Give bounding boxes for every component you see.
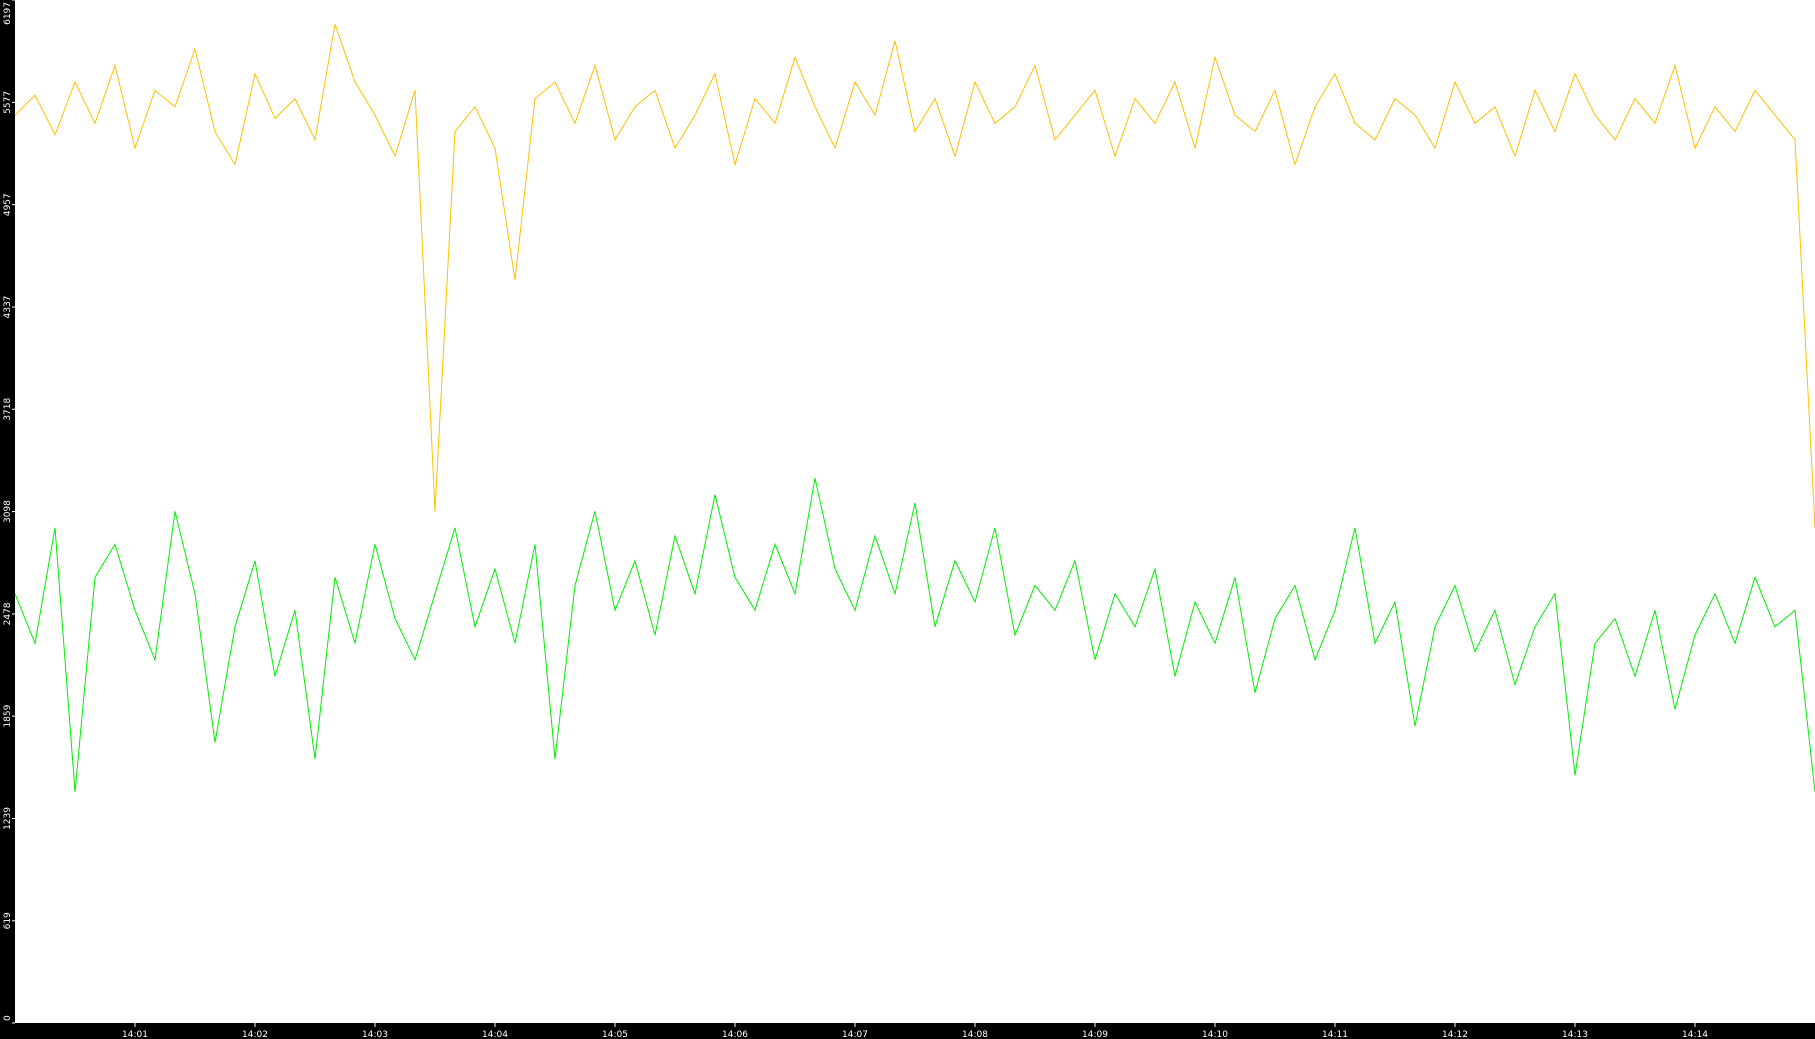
x-tick-label: 14:06 <box>722 1030 748 1039</box>
y-tick-label: 5577 <box>3 91 13 114</box>
x-tick-label: 14:11 <box>1322 1030 1348 1039</box>
series-line-0 <box>14 24 1815 528</box>
y-axis-band <box>0 0 15 1039</box>
plot-area <box>15 0 1815 1023</box>
y-tick-label: 0 <box>3 1015 13 1021</box>
y-tick-label: 1239 <box>3 807 13 830</box>
x-tick-label: 14:04 <box>482 1030 508 1039</box>
x-tick-label: 14:02 <box>242 1030 268 1039</box>
x-tick-label: 14:12 <box>1442 1030 1468 1039</box>
x-tick-label: 14:01 <box>122 1030 148 1039</box>
y-tick-label: 4337 <box>3 296 13 319</box>
x-tick-label: 14:10 <box>1202 1030 1228 1039</box>
y-tick-label: 619 <box>3 912 13 929</box>
y-tick-label: 6197 <box>3 2 13 25</box>
series-line-1 <box>14 478 1815 792</box>
y-tick-label: 1859 <box>3 704 13 727</box>
y-tick-label: 2478 <box>3 602 13 625</box>
y-tick-label: 3098 <box>3 500 13 523</box>
x-tick-label: 14:09 <box>1082 1030 1108 1039</box>
x-axis-band <box>0 1023 1815 1039</box>
x-tick-label: 14:14 <box>1682 1030 1708 1039</box>
y-tick-label: 4957 <box>3 193 13 216</box>
y-tick-label: 3718 <box>3 398 13 421</box>
x-tick-label: 14:13 <box>1562 1030 1588 1039</box>
x-tick-label: 14:03 <box>362 1030 388 1039</box>
x-tick-label: 14:07 <box>842 1030 868 1039</box>
x-tick-label: 14:08 <box>962 1030 988 1039</box>
x-tick-label: 14:05 <box>602 1030 628 1039</box>
